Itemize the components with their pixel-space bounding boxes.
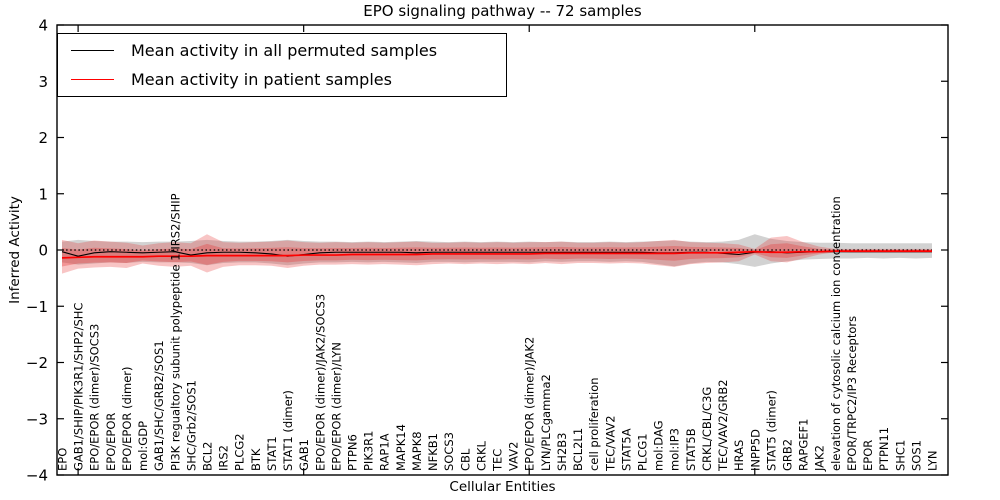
x-category-label: PI3K regualtory subunit polypeptide 1/IR… [168, 193, 182, 471]
x-category-label: STAT5B [684, 428, 698, 471]
x-category-label: EPO/EPOR (dimer)/JAK2/SOCS3 [313, 294, 327, 471]
x-category-label: GAB1/SHC/GRB2/SOS1 [152, 340, 166, 471]
x-category-label: HRAS [732, 440, 746, 471]
y-axis-label: Inferred Activity [7, 196, 23, 304]
x-category-label: GRB2 [781, 439, 795, 471]
x-category-label: EPO/EPOR [104, 413, 118, 471]
x-category-label: EPO/EPOR (dimer)/LYN [329, 342, 343, 471]
x-category-label: LYN/PLCgamma2 [539, 374, 553, 471]
legend-line-permuted-icon [71, 49, 114, 51]
x-category-label: STAT1 (dimer) [281, 390, 295, 471]
x-category-label: EPO/EPOR (dimer) [120, 367, 134, 472]
legend-label-permuted: Mean activity in all permuted samples [131, 40, 438, 60]
x-category-label: VAV2 [507, 442, 521, 471]
x-category-label: MAPK8 [410, 431, 424, 471]
x-category-label: EPO [56, 448, 70, 471]
x-category-label: TEC/VAV2/GRB2 [716, 379, 730, 472]
x-category-label: INPP5D [748, 429, 762, 471]
x-category-label: PTPN11 [877, 427, 891, 471]
x-category-label: SHC1 [893, 440, 907, 471]
y-tick-label: −1 [26, 298, 48, 316]
x-category-label: SOCS3 [442, 432, 456, 471]
x-category-label: LYN [926, 450, 940, 471]
x-category-label: mol:GDP [136, 421, 150, 471]
x-category-label: CRKL [474, 440, 488, 471]
chart-title: EPO signaling pathway -- 72 samples [363, 2, 642, 20]
x-category-label: NFKB1 [426, 433, 440, 471]
x-category-label: RAP1A [378, 433, 392, 471]
x-category-label: mol:IP3 [668, 428, 682, 471]
x-category-label: GAB1 [297, 439, 311, 471]
x-category-label: EPO/EPOR (dimer)/SOCS3 [88, 324, 102, 471]
patient-band-core [62, 243, 932, 267]
x-category-label: BCL2L1 [571, 428, 585, 471]
y-tick-label: 4 [38, 17, 48, 35]
y-tick-label: 2 [38, 129, 48, 147]
x-category-label: EPOR [861, 440, 875, 471]
y-tick-label: 0 [38, 242, 48, 260]
y-tick-label: −2 [26, 354, 48, 372]
legend-label-patient: Mean activity in patient samples [131, 70, 392, 90]
x-category-label: GAB1/SHIP/PIK3R1/SHP2/SHC [72, 303, 86, 471]
x-category-label: SOS1 [909, 440, 923, 471]
patient-mean-line [61, 250, 932, 259]
x-category-label: mol:DAG [652, 420, 666, 471]
x-category-label: PIK3R1 [362, 431, 376, 472]
x-category-label: TEC/VAV2 [603, 415, 617, 472]
legend-line-patient-icon [71, 79, 114, 81]
x-category-label: RAPGEF1 [797, 419, 811, 471]
x-category-label: SH2B3 [555, 433, 569, 471]
x-category-label: elevation of cytosolic calcium ion conce… [829, 196, 843, 471]
x-category-label: STAT5 (dimer) [764, 390, 778, 471]
x-axis-label: Cellular Entities [449, 479, 556, 495]
y-tick-label: 1 [38, 185, 48, 203]
x-category-label: TEC [491, 449, 505, 472]
y-tick-label: 3 [38, 73, 48, 91]
x-category-label: MAPK14 [394, 424, 408, 471]
x-category-label: BTK [249, 448, 263, 471]
x-category-label: STAT1 [265, 436, 279, 471]
x-category-label: PTPN6 [346, 434, 360, 471]
x-category-label: EPO/EPOR (dimer)/JAK2 [523, 337, 537, 471]
legend-row-patient: Mean activity in patient samples [58, 67, 506, 93]
x-category-label: SHC/Grb2/SOS1 [184, 380, 198, 471]
x-category-label: STAT5A [619, 428, 633, 471]
x-category-label: CRKL/CBL/C3G [700, 387, 714, 471]
x-category-label: PLCG1 [636, 433, 650, 471]
y-tick-label: −3 [26, 410, 48, 428]
x-category-label: JAK2 [813, 445, 827, 472]
x-category-label: cell proliferation [587, 377, 601, 471]
x-category-label: IRS2 [217, 445, 231, 471]
x-category-label: PLCG2 [233, 433, 247, 471]
legend-row-permuted: Mean activity in all permuted samples [58, 37, 506, 63]
y-tick-label: −4 [26, 467, 48, 485]
legend: Mean activity in all permuted samples Me… [57, 33, 507, 97]
x-category-label: EPOR/TRPC2/IP3 Receptors [845, 316, 859, 471]
x-category-label: CBL [458, 448, 472, 471]
x-category-label: BCL2 [201, 442, 215, 471]
